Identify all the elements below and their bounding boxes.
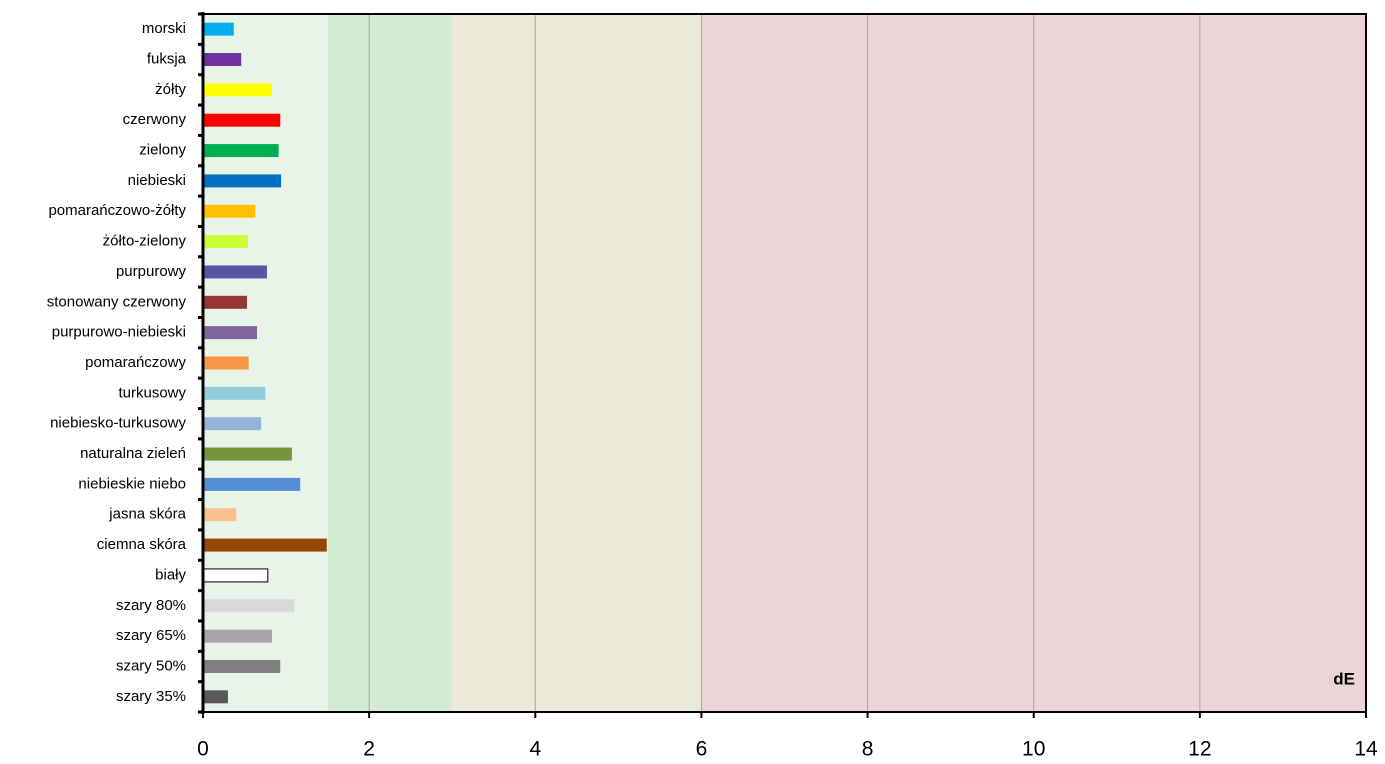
y-tick-label: fuksja: [147, 50, 187, 67]
bar: [203, 22, 234, 36]
bar: [203, 174, 282, 188]
bar: [203, 386, 266, 400]
y-tick-label: zielony: [139, 142, 186, 159]
y-tick-label: stonowany czerwony: [47, 293, 187, 310]
x-tick-label: 2: [363, 738, 375, 761]
zone: [452, 14, 702, 712]
y-tick-label: naturalna zieleń: [80, 445, 186, 462]
zone: [327, 14, 453, 712]
bar: [203, 477, 301, 491]
bar: [203, 295, 248, 309]
y-tick-label: purpurowy: [116, 263, 187, 280]
y-tick-label: niebiesko-turkusowy: [50, 415, 186, 432]
y-tick-label: żółto-zielony: [103, 233, 187, 250]
y-tick-label: pomarańczowy: [85, 354, 186, 371]
bar: [202, 568, 269, 583]
y-tick-label: szary 80%: [116, 597, 186, 614]
y-tick-label: niebieskie niebo: [78, 475, 186, 492]
bar: [203, 599, 295, 613]
x-tick-label: 8: [862, 738, 874, 761]
y-tick-label: pomarańczowo-żółty: [48, 202, 186, 219]
bar: [203, 659, 281, 673]
y-tick-label: biały: [155, 566, 186, 583]
bar: [203, 629, 272, 643]
x-tick-label: 12: [1188, 738, 1211, 761]
bar: [203, 417, 262, 431]
y-tick-label: szary 50%: [116, 657, 186, 674]
x-tick-label: 10: [1022, 738, 1045, 761]
bar: [203, 113, 281, 127]
bar: [203, 83, 272, 97]
y-tick-label: niebieski: [128, 172, 186, 189]
y-tick-label: szary 65%: [116, 627, 186, 644]
bar: [203, 538, 327, 552]
bar: [203, 508, 237, 522]
y-tick-label: turkusowy: [118, 384, 186, 401]
x-tick-label: 0: [197, 738, 209, 761]
y-tick-label: morski: [142, 20, 186, 37]
x-tick-label: 14: [1354, 738, 1378, 761]
bar: [203, 204, 256, 218]
bar: [203, 235, 248, 249]
bar: [203, 447, 292, 461]
y-tick-label: żółty: [155, 81, 186, 98]
bar: [203, 356, 249, 370]
bar: [203, 690, 228, 704]
y-tick-label: purpurowo-niebieski: [52, 324, 186, 341]
y-tick-label: ciemna skóra: [97, 536, 187, 553]
y-tick-label: czerwony: [123, 111, 187, 128]
x-axis-label: dE: [1333, 669, 1355, 688]
bar: [203, 144, 279, 158]
x-tick-label: 6: [696, 738, 708, 761]
y-tick-label: szary 35%: [116, 688, 186, 705]
bar: [203, 53, 242, 67]
bar: [203, 265, 267, 279]
bar: [203, 326, 257, 340]
x-tick-label: 4: [529, 738, 541, 761]
y-tick-label: jasna skóra: [108, 506, 186, 523]
